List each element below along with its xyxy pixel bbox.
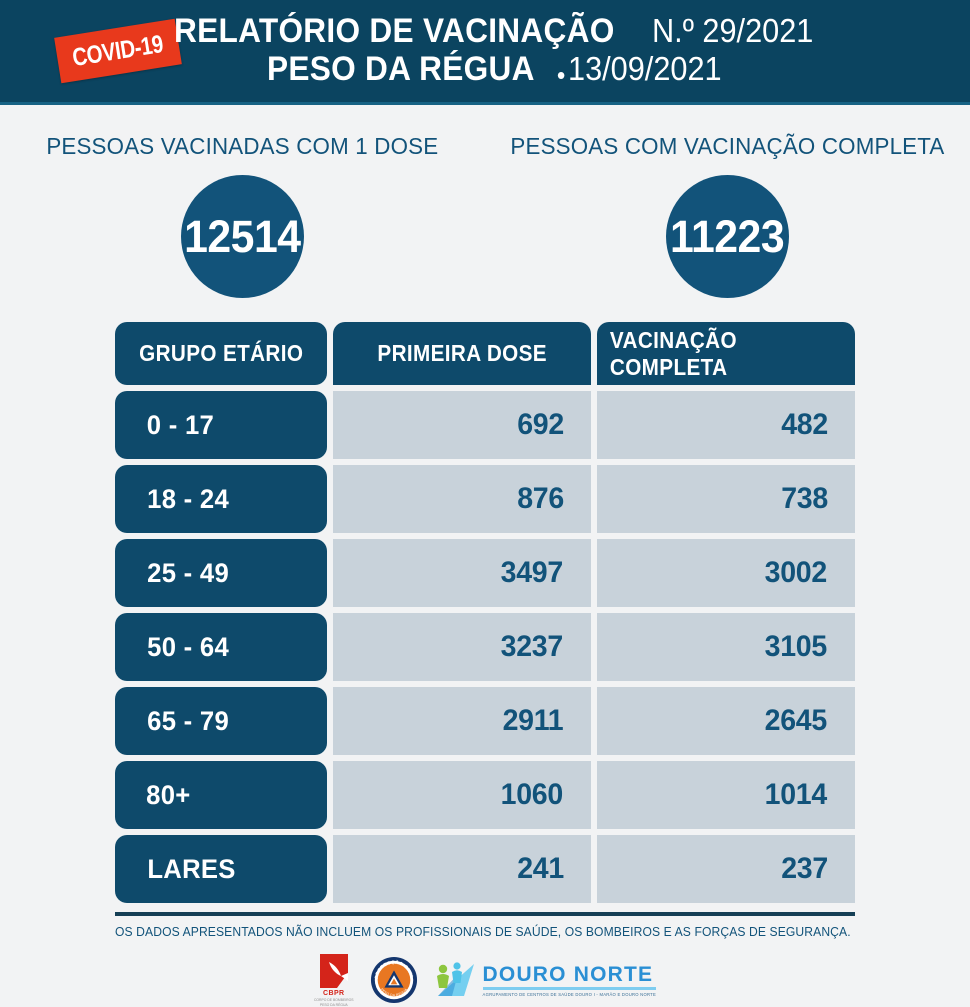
- summary-section: PESSOAS VACINADAS COM 1 DOSE 12514 PESSO…: [0, 105, 970, 298]
- table-row-first-dose: 692: [333, 391, 591, 459]
- report-title-separator: •: [556, 60, 566, 91]
- table-row-group: 18 - 24: [115, 465, 327, 533]
- douro-norte-logo: DOURO NORTE AGRUPAMENTO DE CENTROS DE SA…: [434, 960, 657, 1000]
- summary-complete-circle: 11223: [666, 175, 789, 298]
- covid-19-badge-label: COVID-19: [70, 29, 166, 72]
- table-row-group-label: 65 - 79: [147, 705, 230, 736]
- table-row-first-dose-value: 876: [517, 482, 564, 515]
- page-header: COVID-19 RELATÓRIO DE VACINAÇÃO N.º 29/2…: [0, 0, 970, 105]
- table-row-first-dose: 3237: [333, 613, 591, 681]
- report-title-line-2: PESO DA RÉGUA •13/09/2021: [174, 50, 826, 90]
- report-title-line-1: RELATÓRIO DE VACINAÇÃO N.º 29/2021: [174, 12, 826, 50]
- cbpr-logo-subtext: CORPO DE BOMBEIROS PESO DA RÉGUA: [313, 998, 354, 1007]
- table-row-first-dose-value: 3237: [501, 630, 564, 663]
- table-header-row: GRUPO ETÁRIO PRIMEIRA DOSE VACINAÇÃO COM…: [115, 322, 855, 385]
- table-header-group: GRUPO ETÁRIO: [115, 322, 327, 385]
- table-header-group-label: GRUPO ETÁRIO: [138, 340, 304, 366]
- table-row-first-dose: 876: [333, 465, 591, 533]
- report-subtitle-main: PESO DA RÉGUA: [266, 49, 535, 88]
- protecao-civil-icon: PROTECÇÃO CIVIL PESO DA RÉGUA: [370, 957, 417, 1004]
- table-row: LARES 241 237: [115, 835, 855, 903]
- table-row-group-label: LARES: [147, 853, 236, 884]
- table-row-complete: 237: [597, 835, 855, 903]
- report-title-main: RELATÓRIO DE VACINAÇÃO: [174, 11, 615, 50]
- table-row-first-dose-value: 241: [517, 852, 564, 885]
- douro-norte-rule: [482, 986, 657, 990]
- table-row-group: 25 - 49: [115, 539, 327, 607]
- summary-first-dose-circle: 12514: [181, 175, 304, 298]
- table-row-complete: 738: [597, 465, 855, 533]
- table-row-complete: 482: [597, 391, 855, 459]
- douro-norte-subtitle: AGRUPAMENTO DE CENTROS DE SAÚDE DOURO I …: [482, 991, 657, 997]
- table-row: 25 - 49 3497 3002: [115, 539, 855, 607]
- footer-divider: [115, 912, 855, 916]
- summary-complete-label: PESSOAS COM VACINAÇÃO COMPLETA: [510, 133, 945, 159]
- table-row: 18 - 24 876 738: [115, 465, 855, 533]
- table-header-complete-label: VACINAÇÃO COMPLETA: [609, 326, 737, 380]
- table-row-complete-value: 2645: [765, 704, 828, 737]
- table-header-complete: VACINAÇÃO COMPLETA: [597, 322, 855, 385]
- table-row-group-label: 80+: [146, 779, 191, 810]
- logo-row: CBPR CORPO DE BOMBEIROS PESO DA RÉGUA PRO…: [0, 953, 970, 1007]
- report-date: 13/09/2021: [567, 49, 722, 87]
- douro-norte-text-block: DOURO NORTE AGRUPAMENTO DE CENTROS DE SA…: [482, 962, 657, 997]
- table-header-first-dose: PRIMEIRA DOSE: [333, 322, 591, 385]
- table-row-complete-value: 482: [781, 408, 828, 441]
- table-row-complete-value: 3002: [765, 556, 828, 589]
- footnote-text: OS DADOS APRESENTADOS NÃO INCLUEM OS PRO…: [115, 925, 851, 939]
- douro-norte-title: DOURO NORTE: [482, 962, 654, 986]
- table-row-complete: 2645: [597, 687, 855, 755]
- summary-first-dose-label: PESSOAS VACINADAS COM 1 DOSE: [46, 133, 439, 159]
- table-row: 0 - 17 692 482: [115, 391, 855, 459]
- table-row-first-dose: 241: [333, 835, 591, 903]
- table-row-group: LARES: [115, 835, 327, 903]
- table-row: 50 - 64 3237 3105: [115, 613, 855, 681]
- table-row-first-dose-value: 3497: [501, 556, 564, 589]
- table-row-group-label: 50 - 64: [147, 631, 230, 662]
- table-row-complete-value: 237: [781, 852, 828, 885]
- table-row-group-label: 18 - 24: [147, 483, 230, 514]
- summary-first-dose-value: 12514: [184, 210, 301, 262]
- report-title-block: RELATÓRIO DE VACINAÇÃO N.º 29/2021 PESO …: [144, 12, 826, 90]
- summary-complete-value: 11223: [670, 210, 785, 262]
- table-row-group: 50 - 64: [115, 613, 327, 681]
- vaccination-table: GRUPO ETÁRIO PRIMEIRA DOSE VACINAÇÃO COM…: [115, 322, 855, 903]
- cbpr-logo: CBPR CORPO DE BOMBEIROS PESO DA RÉGUA: [314, 953, 354, 1007]
- table-row-first-dose: 1060: [333, 761, 591, 829]
- table-row-complete-value: 1014: [765, 778, 828, 811]
- summary-complete: PESSOAS COM VACINAÇÃO COMPLETA 11223: [485, 133, 970, 298]
- table-row-first-dose-value: 1060: [501, 778, 564, 811]
- table-row-complete: 3105: [597, 613, 855, 681]
- table-row-group: 80+: [115, 761, 327, 829]
- table-row-group: 0 - 17: [115, 391, 327, 459]
- report-title-number: N.º 29/2021: [652, 11, 814, 49]
- table-row-first-dose-value: 692: [517, 408, 564, 441]
- table-header-first-dose-label: PRIMEIRA DOSE: [377, 340, 547, 366]
- douro-norte-people-icon: [436, 962, 474, 997]
- table-row-group-label: 25 - 49: [147, 557, 230, 588]
- table-row-first-dose-value: 2911: [502, 704, 564, 737]
- table-row-complete-value: 3105: [765, 630, 828, 663]
- summary-first-dose: PESSOAS VACINADAS COM 1 DOSE 12514: [0, 133, 485, 298]
- table-row-complete: 3002: [597, 539, 855, 607]
- table-row-complete-value: 738: [781, 482, 828, 515]
- table-row-complete: 1014: [597, 761, 855, 829]
- table-row: 80+ 1060 1014: [115, 761, 855, 829]
- table-row-group: 65 - 79: [115, 687, 327, 755]
- table-row-first-dose: 2911: [333, 687, 591, 755]
- cbpr-logo-text: CBPR: [323, 990, 345, 997]
- table-row: 65 - 79 2911 2645: [115, 687, 855, 755]
- table-row-first-dose: 3497: [333, 539, 591, 607]
- table-row-group-label: 0 - 17: [146, 409, 215, 440]
- bombeiros-flame-icon: [319, 954, 348, 988]
